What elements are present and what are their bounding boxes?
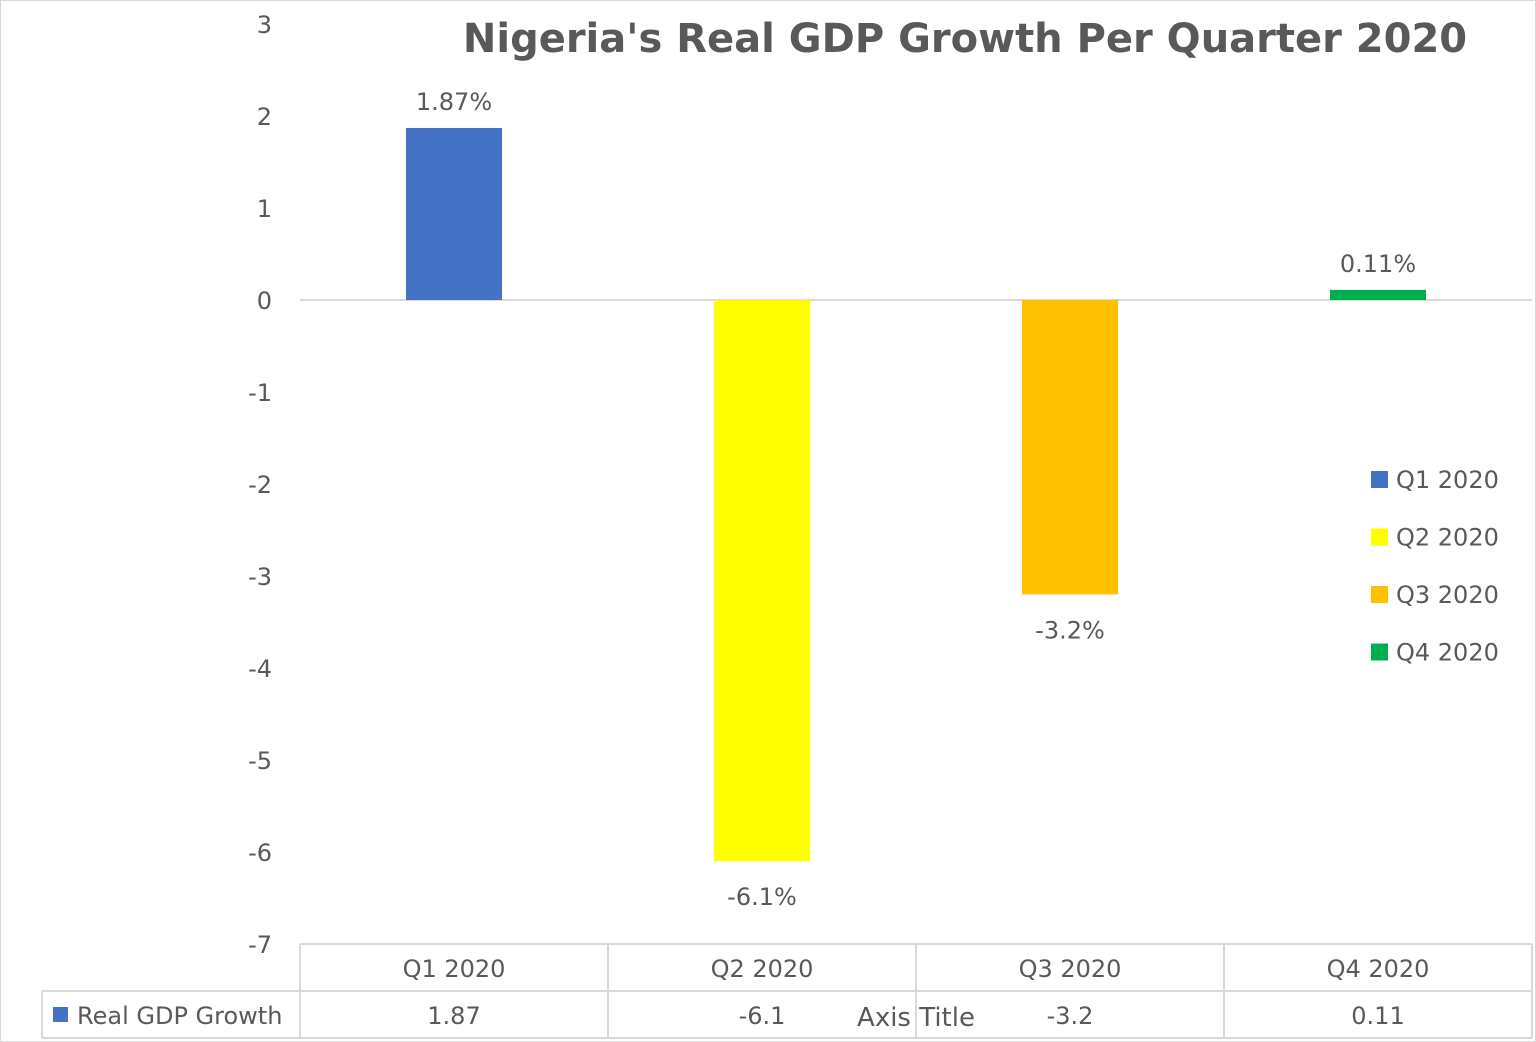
table-value: -3.2: [1047, 1002, 1094, 1030]
legend-swatch: [1371, 586, 1388, 603]
data-label: -6.1%: [727, 883, 797, 911]
x-axis-title: Axis Title: [857, 1003, 975, 1033]
y-tick-label: -3: [248, 563, 272, 591]
y-tick-label: 2: [257, 103, 272, 131]
table-value: -6.1: [739, 1002, 786, 1030]
legend-label: Q2 2020: [1396, 524, 1499, 552]
data-label: 0.11%: [1340, 250, 1416, 278]
bar-q4-2020: [1330, 289, 1426, 300]
chart-title: Nigeria's Real GDP Growth Per Quarter 20…: [463, 16, 1467, 62]
y-tick-label: 3: [257, 11, 272, 39]
x-category-label: Q3 2020: [1019, 955, 1122, 983]
table-value: 0.11: [1351, 1002, 1404, 1030]
x-category-label: Q4 2020: [1327, 955, 1430, 983]
legend-swatch: [1371, 528, 1388, 546]
y-tick-label: -1: [248, 379, 272, 407]
y-tick-label: -7: [248, 931, 272, 959]
legend-label: Q3 2020: [1396, 581, 1499, 609]
legend-label: Q1 2020: [1396, 466, 1499, 494]
y-tick-label: 1: [257, 195, 272, 223]
series-legend-key: [53, 1007, 68, 1022]
table-value: 1.87: [427, 1002, 480, 1030]
bar-q1-2020: [406, 127, 502, 301]
legend-swatch: [1371, 643, 1388, 661]
y-tick-label: -4: [248, 655, 272, 683]
bar-q3-2020: [1022, 300, 1118, 595]
data-label: -3.2%: [1035, 616, 1105, 644]
bar-q2-2020: [714, 300, 810, 862]
x-category-label: Q1 2020: [403, 955, 506, 983]
y-tick-label: -6: [248, 839, 272, 867]
y-tick-label: -2: [248, 471, 272, 499]
y-tick-label: -5: [248, 747, 272, 775]
x-category-label: Q2 2020: [711, 955, 814, 983]
legend-label: Q4 2020: [1396, 639, 1499, 667]
y-tick-label: 0: [257, 287, 272, 315]
series-name: Real GDP Growth: [77, 1002, 282, 1030]
legend-swatch: [1371, 471, 1388, 488]
data-label: 1.87%: [416, 88, 492, 116]
